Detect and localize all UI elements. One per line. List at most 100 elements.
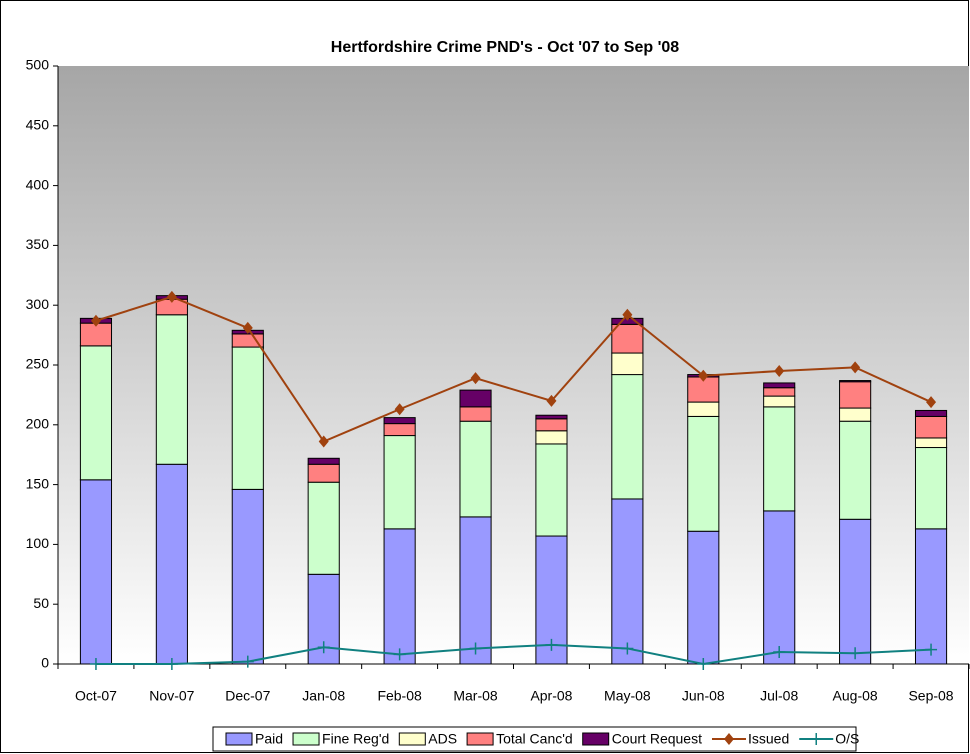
marker [773, 646, 786, 659]
bar-segment [79, 345, 113, 481]
y-tick-label: 500 [26, 57, 50, 73]
bar-segment [535, 418, 568, 432]
bar-segment [914, 437, 948, 449]
legend-swatch [398, 732, 426, 746]
bar-segment [155, 463, 188, 665]
bar-segment [687, 530, 720, 665]
bar-segment [383, 417, 416, 425]
marker [926, 396, 937, 409]
bar-segment [914, 447, 948, 530]
legend-label: Issued [748, 731, 789, 747]
bar-segment [383, 423, 416, 437]
bar-segment [763, 406, 796, 512]
legend-marker [723, 733, 734, 745]
plot-area [58, 66, 969, 664]
line [95, 295, 932, 443]
bar-segment [763, 395, 796, 408]
legend-label: O/S [835, 731, 859, 747]
marker [774, 364, 785, 377]
marker [469, 642, 482, 655]
legend-marker [810, 733, 823, 745]
chart-title: Hertfordshire Crime PND's - Oct '07 to S… [331, 39, 680, 56]
bar-segment [231, 346, 264, 490]
bar-segment [611, 498, 644, 665]
bar-segment [79, 479, 113, 665]
legend-swatch [582, 732, 610, 746]
marker [90, 314, 101, 327]
x-tick-label: Jul-08 [760, 688, 798, 704]
y-tick-label: 0 [41, 655, 49, 671]
y-tick-label: 100 [26, 535, 50, 551]
x-tick-label: Dec-07 [225, 688, 270, 704]
marker [622, 308, 633, 321]
marker [241, 655, 254, 668]
y-tick-label: 400 [26, 176, 50, 192]
marker [394, 403, 405, 416]
x-tick-label: Aug-08 [833, 688, 878, 704]
bar-segment [914, 409, 948, 417]
line [95, 643, 932, 666]
marker [166, 290, 177, 303]
marker [698, 369, 709, 382]
x-tick-label: Feb-08 [377, 688, 422, 704]
y-tick-label: 250 [26, 356, 50, 372]
x-tick-label: Apr-08 [530, 688, 572, 704]
marker [697, 658, 710, 670]
y-tick-label: 200 [26, 416, 50, 432]
bar-segment [914, 415, 948, 439]
bar-segment [611, 374, 644, 500]
y-tick-label: 50 [33, 595, 49, 611]
bar-segment [535, 443, 568, 537]
bar-segment [763, 510, 796, 665]
legend-label: Fine Reg'd [322, 731, 389, 747]
legend-swatch [292, 732, 320, 746]
bar-segment [307, 463, 340, 483]
legend-label: ADS [428, 731, 457, 747]
marker [850, 361, 861, 374]
y-tick-label: 350 [26, 236, 50, 252]
bar-segment [535, 414, 568, 420]
y-tick-label: 450 [26, 117, 50, 133]
x-tick-label: Nov-07 [149, 688, 194, 704]
legend-swatch [225, 732, 253, 746]
marker [318, 435, 329, 448]
bar-segment [459, 420, 492, 518]
bar-segment [383, 528, 416, 665]
bar-segment [763, 387, 796, 397]
bar-segment [535, 430, 568, 445]
bar-segment [763, 382, 796, 389]
x-tick-label: Jan-08 [302, 688, 345, 704]
x-tick-label: Jun-08 [682, 688, 725, 704]
bar-segment [687, 376, 720, 403]
bar-segment [839, 380, 872, 383]
marker [165, 658, 178, 670]
bar-segment [231, 488, 264, 665]
marker [546, 394, 557, 407]
marker [470, 372, 481, 385]
bar-segment [383, 435, 416, 530]
legend-swatch [466, 732, 494, 746]
marker [89, 658, 102, 670]
marker [393, 648, 406, 661]
bar-segment [307, 457, 340, 465]
bar-segment [459, 516, 492, 665]
bar-segment [611, 352, 644, 376]
legend [212, 726, 857, 752]
bar-segment [611, 323, 644, 354]
x-tick-label: Sep-08 [908, 688, 953, 704]
marker [621, 642, 634, 655]
x-tick-label: Mar-08 [453, 688, 498, 704]
bar-segment [307, 481, 340, 575]
x-tick-label: May-08 [604, 688, 651, 704]
legend-label: Paid [255, 731, 283, 747]
marker [849, 647, 862, 660]
bar-segment [155, 314, 188, 465]
bar-segment [839, 518, 872, 665]
y-tick-label: 300 [26, 296, 50, 312]
bar-segment [459, 406, 492, 422]
bar-segment [687, 415, 720, 532]
legend-label: Court Request [612, 731, 702, 747]
bar-segment [839, 381, 872, 409]
marker [242, 321, 253, 334]
